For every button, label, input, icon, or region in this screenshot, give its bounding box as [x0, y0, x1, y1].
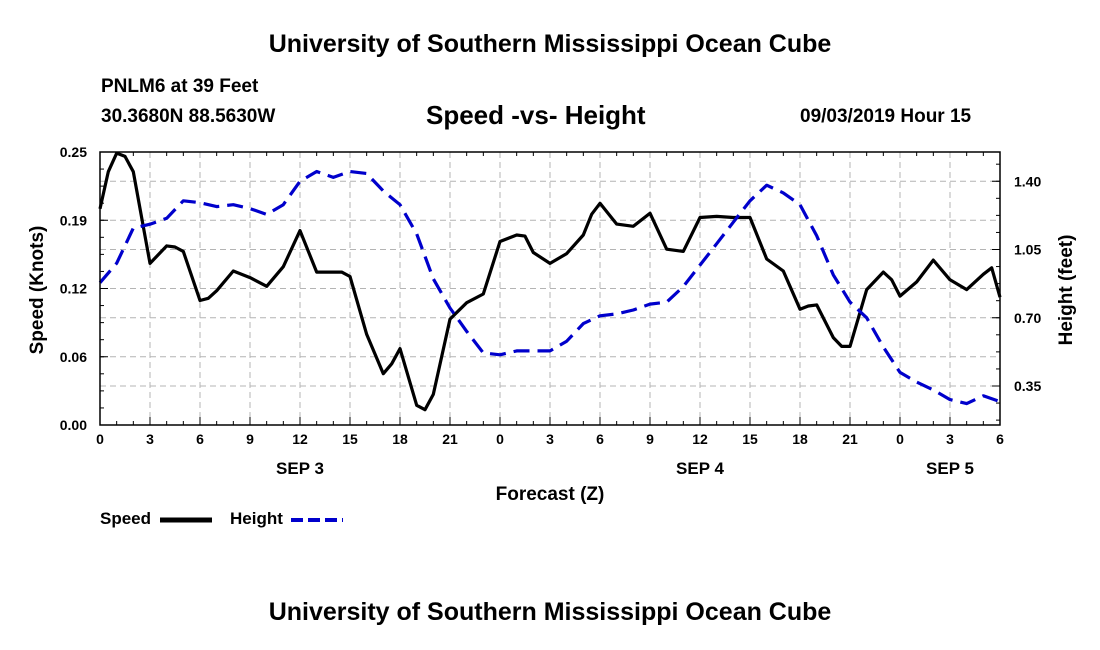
x-tick-label: 6 — [596, 431, 604, 447]
footer-title: University of Southern Mississippi Ocean… — [268, 598, 832, 626]
y2-tick-label: 0.35 — [1014, 378, 1041, 394]
x-tick-label: 12 — [292, 431, 308, 447]
x-axis-title: Forecast (Z) — [496, 484, 605, 505]
y-tick-label: 0.25 — [60, 144, 87, 160]
x-tick-label: 3 — [946, 431, 954, 447]
y2-tick-label: 0.70 — [1014, 310, 1041, 326]
x-tick-label: 18 — [792, 431, 808, 447]
x-tick-label: 9 — [246, 431, 254, 447]
x-tick-label: 15 — [742, 431, 758, 447]
page-title: University of Southern Mississippi Ocean… — [268, 30, 832, 58]
x-tick-label: 3 — [546, 431, 554, 447]
y-tick-label: 0.06 — [60, 349, 87, 365]
grid — [100, 152, 1000, 425]
y-tick-label: 0.00 — [60, 417, 87, 433]
y-tick-label: 0.19 — [60, 212, 87, 228]
date-label: SEP 5 — [926, 459, 974, 478]
y2-tick-label: 1.05 — [1014, 242, 1041, 258]
y-axis-title: Speed (Knots) — [27, 226, 48, 355]
axis-ticks — [99, 151, 1001, 426]
x-tick-label: 3 — [146, 431, 154, 447]
x-tick-label: 18 — [392, 431, 408, 447]
x-tick-label: 6 — [196, 431, 204, 447]
y-tick-label: 0.12 — [60, 281, 87, 297]
y2-axis-title: Height (feet) — [1056, 235, 1077, 346]
x-tick-label: 0 — [896, 431, 904, 447]
x-tick-label: 0 — [96, 431, 104, 447]
chart-title: Speed -vs- Height — [426, 100, 646, 130]
y2-tick-label: 1.40 — [1014, 173, 1041, 189]
speed-series-line — [98, 151, 1002, 412]
station-label: PNLM6 at 39 Feet — [101, 76, 259, 97]
x-tick-label: 6 — [996, 431, 1004, 447]
x-tick-label: 9 — [646, 431, 654, 447]
height-series-line — [98, 169, 1001, 406]
x-tick-label: 21 — [442, 431, 458, 447]
x-tick-label: 12 — [692, 431, 708, 447]
x-tick-label: 0 — [496, 431, 504, 447]
forecast-datetime: 09/03/2019 Hour 15 — [800, 106, 972, 127]
series-lines — [98, 151, 1002, 412]
station-coordinates: 30.3680N 88.5630W — [101, 106, 276, 127]
axis-labels: 0 3 6 9 12 15 18 21 0 3 6 9 12 15 18 21 0 3 6 SEP 3 SEP 4 SEP… — [60, 144, 1042, 478]
legend-height-label: Height — [230, 509, 283, 528]
x-tick-label: 15 — [342, 431, 358, 447]
legend-speed-label: Speed — [100, 509, 152, 528]
date-label: SEP 4 — [676, 459, 724, 478]
x-tick-label: 21 — [842, 431, 858, 447]
date-label: SEP 3 — [276, 459, 324, 478]
